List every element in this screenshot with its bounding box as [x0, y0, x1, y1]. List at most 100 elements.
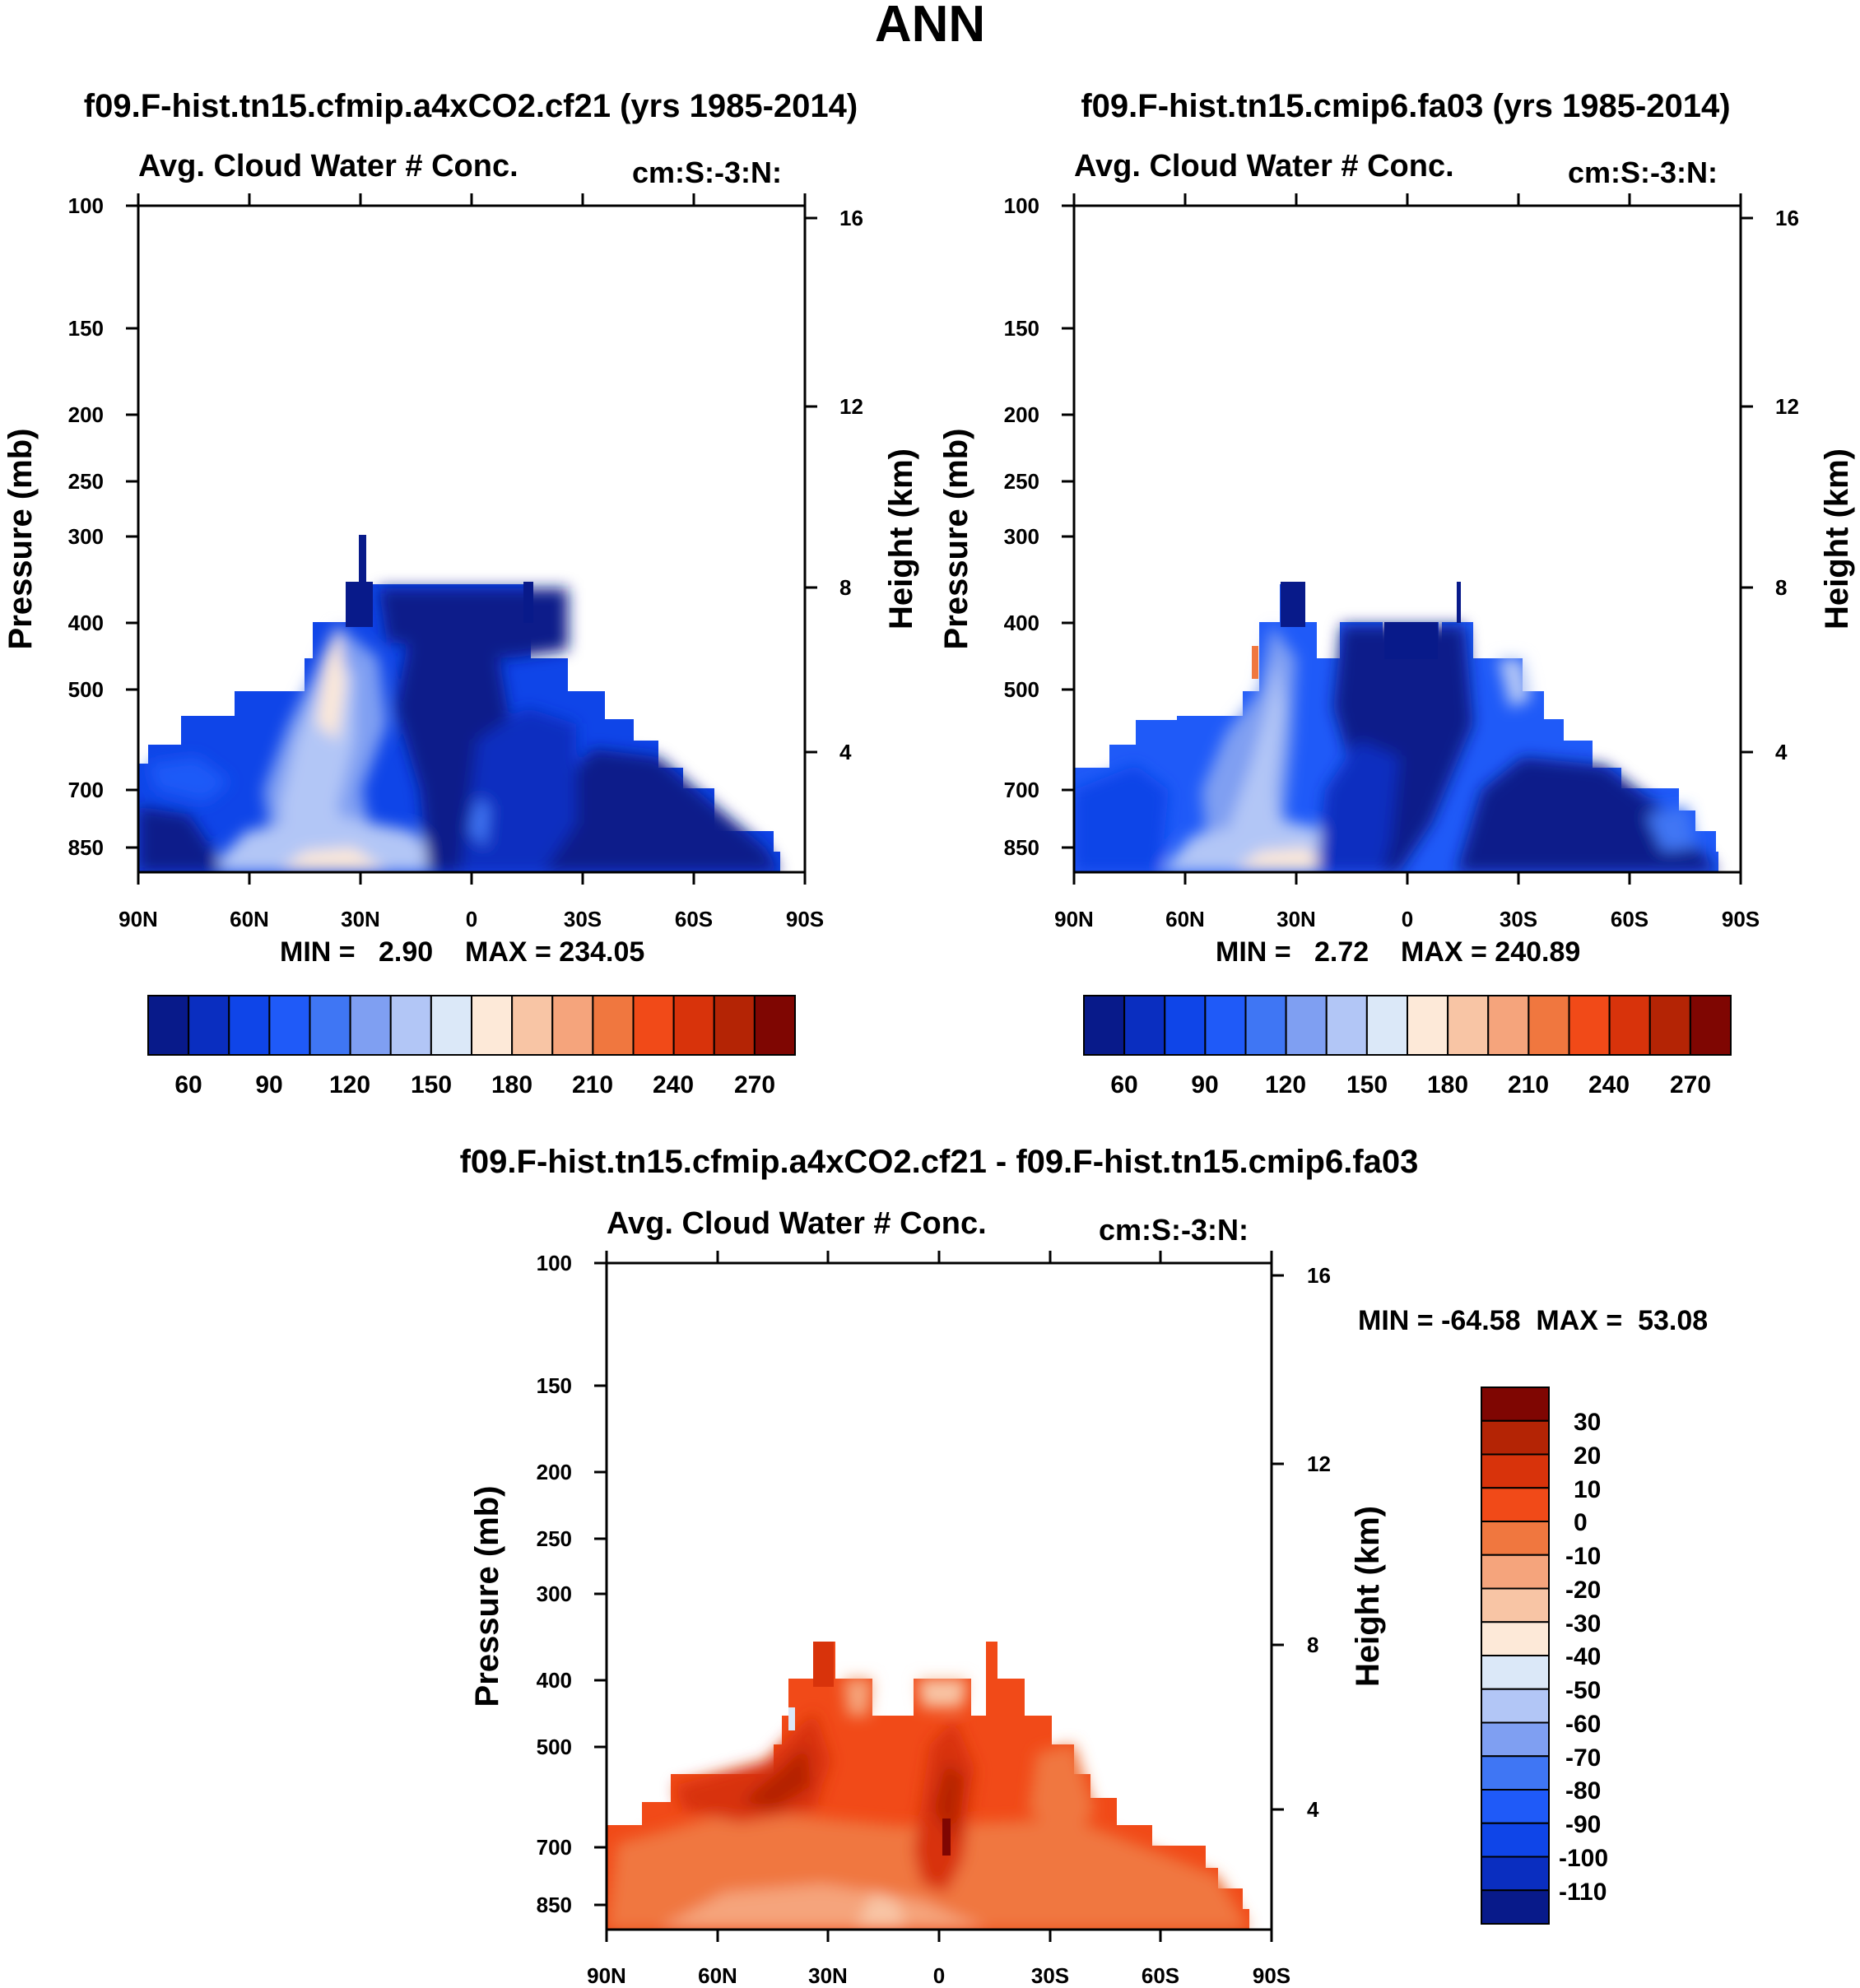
- panel-b-cb-label-4: 180: [1427, 1071, 1468, 1099]
- panel-c-colorbar-box-1: [1481, 1419, 1550, 1456]
- panel-c-rtick-3: 4: [1307, 1797, 1319, 1822]
- panel-b: f09.F-hist.tn15.cmip6.fa03 (yrs 1985-201…: [938, 88, 1855, 1099]
- panel-a-ylabel-right: Height (km): [883, 448, 919, 629]
- panel-b-cb-label-3: 150: [1346, 1071, 1388, 1099]
- panel-c: f09.F-hist.tn15.cfmip.a4xCO2.cf21 - f09.…: [460, 1144, 1709, 1988]
- panel-b-xtick-3: 0: [1402, 907, 1413, 931]
- panel-b-cb-label-6: 240: [1588, 1071, 1630, 1099]
- panel-b-colorbar-box-15: [1689, 995, 1732, 1056]
- panel-a-ytick-1: 150: [68, 316, 104, 341]
- panel-b-light-band: [1202, 625, 1309, 872]
- panel-c-south-light: [1029, 1744, 1095, 1843]
- panel-b-north-mid: [1074, 765, 1169, 872]
- panel-c-cb-label-3: 0: [1574, 1509, 1588, 1536]
- panel-c-units: cm:S:-3:N:: [1099, 1213, 1249, 1247]
- panel-c-cb-label-5: -20: [1565, 1577, 1601, 1604]
- panel-c-rtick-1: 12: [1307, 1452, 1331, 1476]
- panel-a-ytick-6: 500: [68, 677, 104, 702]
- panel-a-colorbar-box-1: [188, 995, 230, 1056]
- panel-a-colorbar-box-13: [672, 995, 715, 1056]
- panel-b-ytick-3: 250: [1004, 469, 1039, 494]
- panel-a-ytick-2: 200: [68, 402, 104, 427]
- panel-c-xtick-1: 60N: [698, 1963, 737, 1988]
- panel-a-ytick-5: 400: [68, 611, 104, 635]
- panel-c-cb-label-14: -110: [1559, 1879, 1607, 1906]
- panel-a-title: f09.F-hist.tn15.cfmip.a4xCO2.cf21 (yrs 1…: [84, 88, 858, 124]
- panel-c-xtick-4: 30S: [1031, 1963, 1069, 1988]
- panel-c-xtick-5: 60S: [1142, 1963, 1179, 1988]
- panel-b-colorbar-box-10: [1487, 995, 1530, 1056]
- panel-b-plot-title: Avg. Cloud Water # Conc.: [1074, 149, 1454, 183]
- panel-b-colorbar-box-7: [1365, 995, 1408, 1056]
- panel-c-cb-label-12: -90: [1565, 1811, 1601, 1838]
- panel-b-ytick-4: 300: [1004, 524, 1039, 549]
- panel-c-xtick-0: 90N: [587, 1963, 626, 1988]
- panel-a-spike-1: [359, 535, 366, 625]
- panel-a-xtick-6: 90S: [786, 907, 824, 931]
- panel-c-darker-left: [741, 1744, 811, 1810]
- panel-c-colorbar-box-6: [1481, 1587, 1550, 1623]
- panel-a-ytick-0: 100: [68, 193, 104, 218]
- panel-a-cb-label-0: 60: [174, 1071, 202, 1099]
- panel-a-rtick-2: 8: [839, 575, 851, 600]
- panel-c-colorbar-box-9: [1481, 1688, 1550, 1724]
- panel-c-rtick-2: 8: [1307, 1633, 1318, 1657]
- panel-c-colorbar-box-7: [1481, 1621, 1550, 1656]
- panel-c-colorbar-box-8: [1481, 1655, 1550, 1690]
- panel-b-xtick-6: 90S: [1722, 907, 1760, 931]
- panel-a-ytick-7: 700: [68, 778, 104, 802]
- panel-b-rtick-1: 12: [1775, 394, 1799, 419]
- panel-a-mid-blue: [461, 708, 576, 872]
- panel-c-cb-label-4: -10: [1565, 1543, 1601, 1570]
- panel-a-colorbar-box-3: [268, 995, 311, 1056]
- panel-b-colorbar-box-2: [1164, 995, 1207, 1056]
- panel-b-spike-3: [1457, 582, 1461, 623]
- panel-c-colorbar-box-5: [1481, 1554, 1550, 1590]
- panel-a-ticks: [126, 193, 817, 885]
- panel-b-colorbar: [1083, 995, 1732, 1056]
- panel-b-colorbar-box-1: [1123, 995, 1166, 1056]
- panel-b-cb-label-5: 210: [1508, 1071, 1549, 1099]
- panel-c-ytick-3: 250: [537, 1526, 572, 1551]
- panel-c-ytick-4: 300: [537, 1582, 572, 1606]
- panel-b-cb-label-7: 270: [1670, 1071, 1711, 1099]
- panel-a-xtick-2: 30N: [341, 907, 380, 931]
- panel-b-colorbar-box-9: [1447, 995, 1490, 1056]
- panel-b-ytick-2: 200: [1004, 402, 1039, 427]
- panel-c-ytick-0: 100: [537, 1251, 572, 1275]
- panel-b-field: [1074, 582, 1718, 872]
- panel-a-colorbar-box-7: [430, 995, 472, 1056]
- panel-a-colorbar-box-11: [592, 995, 635, 1056]
- panel-b-colorbar-box-14: [1648, 995, 1691, 1056]
- panel-b-colorbar-box-0: [1083, 995, 1126, 1056]
- panel-c-colorbar-box-3: [1481, 1487, 1550, 1522]
- panel-a-xtick-4: 30S: [564, 907, 602, 931]
- panel-c-colorbar-box-4: [1481, 1521, 1550, 1556]
- panel-c-colorbar: [1481, 1386, 1550, 1925]
- panel-b-rtick-0: 16: [1775, 206, 1799, 230]
- panel-a-colorbar-box-12: [632, 995, 675, 1056]
- panel-c-cb-label-10: -70: [1565, 1744, 1601, 1772]
- panel-b-rtick-3: 4: [1775, 740, 1788, 764]
- panel-b-ticks: [1062, 193, 1753, 885]
- panel-a-max: MAX = 234.05: [465, 936, 644, 968]
- panel-a-colorbar-box-2: [228, 995, 271, 1056]
- panel-a-south-dark: [543, 749, 780, 872]
- panel-a-cb-label-5: 210: [572, 1071, 613, 1099]
- panel-b-south-dark: [1457, 757, 1718, 872]
- panel-a-units: cm:S:-3:N:: [632, 156, 782, 189]
- panel-c-pale-spot: [788, 1707, 795, 1730]
- panel-b-spike-2: [1384, 622, 1438, 659]
- panel-b-ytick-6: 500: [1004, 677, 1039, 702]
- panel-a-colorbar: [147, 995, 796, 1056]
- figure-title: ANN: [875, 0, 985, 53]
- panel-c-cb-label-6: -30: [1565, 1610, 1601, 1637]
- panel-b-ylabel-right: Height (km): [1819, 448, 1855, 629]
- panel-a-surface-light: [206, 815, 461, 872]
- panel-b-ytick-5: 400: [1004, 611, 1039, 635]
- panel-a-colorbar-box-15: [753, 995, 796, 1056]
- panel-c-cb-label-8: -50: [1565, 1677, 1601, 1704]
- panel-a-spike-2: [346, 582, 373, 627]
- panel-a-xtick-5: 60S: [675, 907, 713, 931]
- panel-a-cb-label-1: 90: [255, 1071, 282, 1099]
